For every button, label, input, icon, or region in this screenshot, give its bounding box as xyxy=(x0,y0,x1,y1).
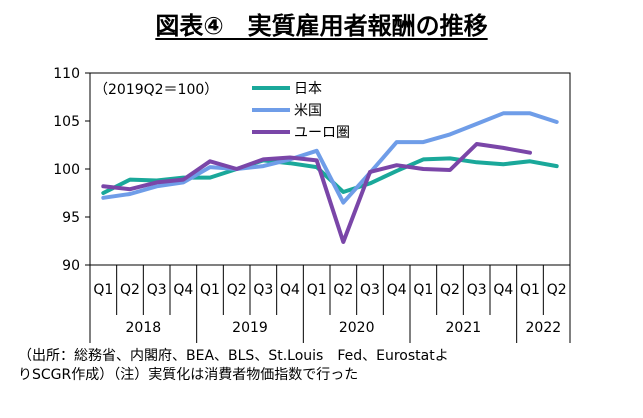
x-tick-label: Q4 xyxy=(387,282,407,298)
x-tick-label: Q2 xyxy=(333,282,353,298)
year-label: 2020 xyxy=(339,320,375,336)
x-tick-label: Q2 xyxy=(120,282,140,298)
x-tick-label: Q1 xyxy=(93,282,113,298)
x-tick-label: Q3 xyxy=(147,282,167,298)
x-tick-label: Q3 xyxy=(467,282,487,298)
x-tick-label: Q3 xyxy=(253,282,273,298)
year-label: 2018 xyxy=(126,320,162,336)
series-line-1 xyxy=(101,111,559,205)
chart-title: 図表④ 実質雇用者報酬の推移 xyxy=(155,12,488,40)
year-label: 2019 xyxy=(232,320,268,336)
x-tick-label: Q2 xyxy=(227,282,247,298)
x-tick-label: Q2 xyxy=(440,282,460,298)
chart-subtitle: （2019Q2＝100） xyxy=(94,82,218,98)
source-note: （出所：総務省、内閣府、BEA、BLS、St.Louis Fed、Eurosta… xyxy=(18,348,449,383)
year-label: 2021 xyxy=(446,320,482,336)
legend-label-1: 米国 xyxy=(294,103,322,119)
x-tick-label: Q4 xyxy=(280,282,300,298)
x-tick-label: Q1 xyxy=(200,282,220,298)
x-axis: Q1 Q2 Q3 Q4 Q1 Q2 Q3 Q4 Q1 Q2 Q3 Q4 Q1 Q2 Q3 Q4 Q1 Q2 2018… xyxy=(89,265,571,343)
y-tick-label: 95 xyxy=(62,210,80,226)
series-group xyxy=(101,111,559,244)
x-tick-label: Q2 xyxy=(547,282,567,298)
y-axis: 90 95 100 105 110 xyxy=(53,66,90,274)
legend-label-0: 日本 xyxy=(294,81,322,97)
x-tick-label: Q1 xyxy=(413,282,433,298)
x-tick-label: Q1 xyxy=(520,282,540,298)
y-tick-label: 105 xyxy=(53,114,80,130)
y-tick-label: 100 xyxy=(53,162,80,178)
legend-label-2: ユーロ圏 xyxy=(294,125,350,141)
y-tick-label: 110 xyxy=(53,66,80,82)
x-tick-label: Q4 xyxy=(173,282,193,298)
y-tick-label: 90 xyxy=(62,258,80,274)
x-tick-label: Q4 xyxy=(493,282,513,298)
plot-frame xyxy=(89,72,571,266)
x-tick-label: Q3 xyxy=(360,282,380,298)
x-tick-label: Q1 xyxy=(307,282,327,298)
year-label: 2022 xyxy=(526,320,562,336)
series-line-2 xyxy=(101,142,532,244)
